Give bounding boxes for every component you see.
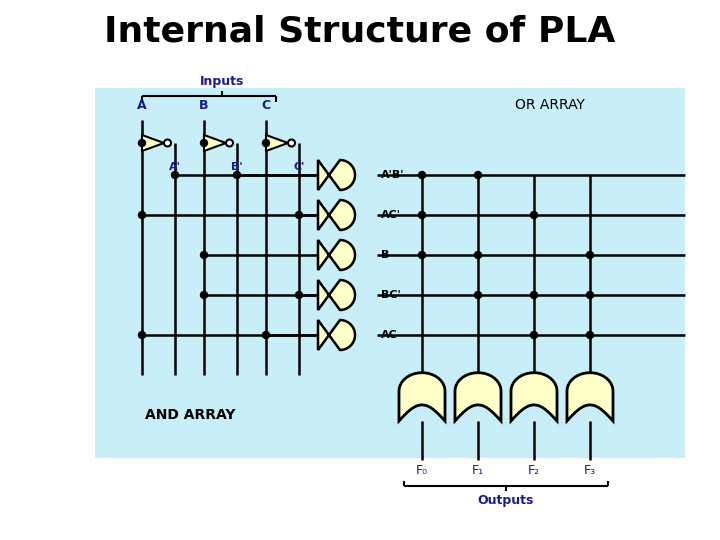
Circle shape: [226, 139, 233, 146]
Polygon shape: [204, 135, 226, 151]
Circle shape: [295, 292, 302, 299]
Text: F₂: F₂: [528, 464, 540, 477]
Polygon shape: [318, 240, 355, 270]
Circle shape: [474, 172, 482, 179]
Circle shape: [587, 332, 593, 339]
Circle shape: [418, 212, 426, 219]
Circle shape: [474, 292, 482, 299]
Text: A'B': A'B': [381, 170, 405, 180]
Text: A: A: [138, 99, 147, 112]
Text: B: B: [381, 250, 390, 260]
Circle shape: [164, 139, 171, 146]
Text: Inputs: Inputs: [200, 75, 244, 88]
Text: BC': BC': [381, 290, 401, 300]
Polygon shape: [318, 320, 355, 350]
Circle shape: [418, 172, 426, 179]
Circle shape: [531, 332, 538, 339]
Circle shape: [171, 172, 179, 179]
Circle shape: [263, 139, 269, 146]
Circle shape: [531, 292, 538, 299]
Circle shape: [288, 139, 295, 146]
Polygon shape: [142, 135, 164, 151]
Circle shape: [587, 292, 593, 299]
Polygon shape: [511, 373, 557, 421]
Circle shape: [233, 172, 240, 179]
Circle shape: [587, 252, 593, 259]
Text: F₃: F₃: [584, 464, 596, 477]
Circle shape: [474, 252, 482, 259]
Polygon shape: [455, 373, 501, 421]
Bar: [95, 88, 395, 458]
Text: B: B: [199, 99, 209, 112]
Text: AC: AC: [381, 330, 397, 340]
Text: F₁: F₁: [472, 464, 484, 477]
Text: A': A': [169, 162, 181, 172]
Circle shape: [200, 252, 207, 259]
Circle shape: [531, 212, 538, 219]
Text: OR ARRAY: OR ARRAY: [515, 98, 585, 112]
Polygon shape: [567, 373, 613, 421]
Text: Outputs: Outputs: [478, 494, 534, 507]
Bar: [395, 88, 685, 458]
Circle shape: [138, 212, 145, 219]
Text: C': C': [293, 162, 305, 172]
Polygon shape: [318, 160, 355, 190]
Polygon shape: [266, 135, 288, 151]
Circle shape: [138, 139, 145, 146]
Text: F₀: F₀: [416, 464, 428, 477]
Polygon shape: [399, 373, 445, 421]
Circle shape: [138, 332, 145, 339]
Text: AND ARRAY: AND ARRAY: [145, 408, 235, 422]
Polygon shape: [318, 200, 355, 230]
Text: AC': AC': [381, 210, 401, 220]
Circle shape: [418, 252, 426, 259]
Circle shape: [200, 292, 207, 299]
Circle shape: [200, 139, 207, 146]
Polygon shape: [318, 280, 355, 310]
Text: C: C: [261, 99, 271, 112]
Circle shape: [263, 332, 269, 339]
Text: B': B': [231, 162, 243, 172]
Text: Internal Structure of PLA: Internal Structure of PLA: [104, 15, 616, 49]
Circle shape: [295, 212, 302, 219]
